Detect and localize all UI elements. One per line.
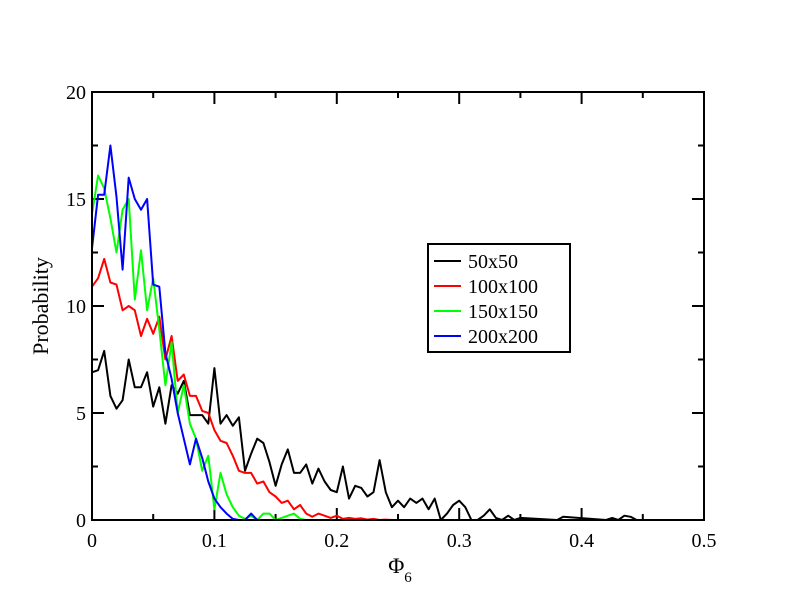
legend-label-50x50: 50x50 <box>468 251 518 273</box>
x-tick-label: 0.1 <box>202 530 227 552</box>
y-axis-title: Probability <box>28 257 53 355</box>
labels-layer: 0 0.1 0.2 0.3 0.4 0.5 0 5 10 15 20 <box>66 82 717 552</box>
x-tick-label: 0.3 <box>447 530 472 552</box>
x-tick-label: 0.4 <box>569 530 594 552</box>
legend-label-200x200: 200x200 <box>468 326 538 348</box>
x-tick-label: 0.5 <box>692 530 717 552</box>
series-line-100x100 <box>91 257 398 521</box>
y-tick-label: 5 <box>76 403 86 425</box>
x-axis-title-symbol: Φ <box>388 553 404 578</box>
legend-label-150x150: 150x150 <box>468 301 538 323</box>
y-tick-label: 0 <box>76 510 86 532</box>
y-tick-label: 10 <box>66 296 86 318</box>
y-tick-label: 20 <box>66 82 86 104</box>
x-axis-title-subscript: 6 <box>404 570 412 586</box>
legend-label-100x100: 100x100 <box>468 276 538 298</box>
legend: 50x50 100x100 150x150 200x200 <box>427 243 571 353</box>
x-tick-label: 0.2 <box>324 530 349 552</box>
x-tick-label: 0 <box>87 530 97 552</box>
series-line-50x50 <box>91 349 638 521</box>
y-tick-label: 15 <box>66 189 86 211</box>
plot-frame <box>91 91 705 521</box>
x-axis-title: Φ6 <box>388 553 412 586</box>
